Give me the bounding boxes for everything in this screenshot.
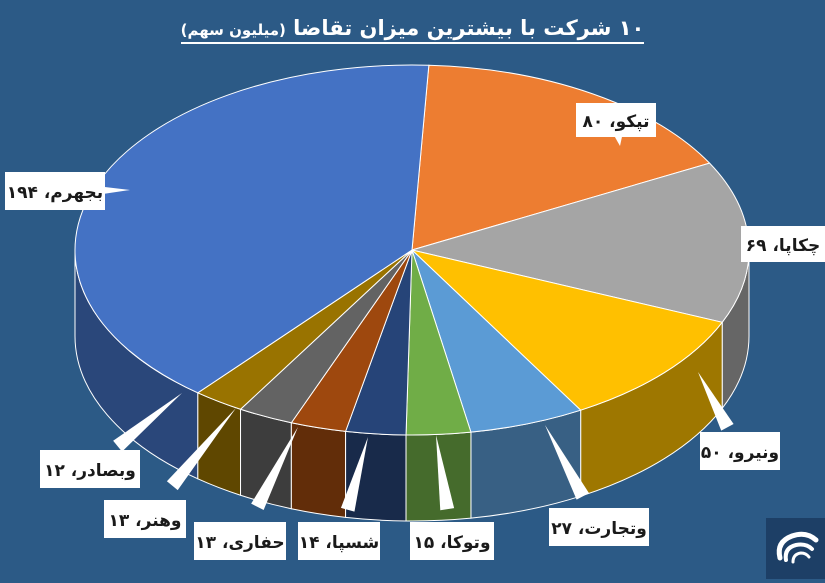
pie-label-0: تپکو، ۸۰ [576, 103, 656, 146]
callout-box-2 [700, 432, 780, 470]
chart-title-text: ۱۰ شرکت با بیشترین میزان تقاضا [293, 16, 645, 40]
callout-pointer-3 [545, 425, 589, 500]
callout-box-0 [576, 103, 656, 137]
data-label-1: چکاپا، ۶۹ [746, 236, 820, 256]
pie-label-9: بجهرم، ۱۹۴ [5, 172, 130, 210]
callout-pointer-7 [166, 408, 236, 491]
brand-logo [766, 518, 825, 579]
pie-sides [74, 249, 750, 522]
data-label-6: حفاری، ۱۳ [195, 533, 284, 553]
callout-box-9 [5, 172, 105, 210]
pie-side-6 [290, 422, 347, 518]
chart-title: ۱۰ شرکت با بیشترین میزان تقاضا (میلیون س… [0, 16, 825, 44]
pie-slice-2 [410, 249, 724, 411]
pie-labels: تپکو، ۸۰ چکاپا، ۶۹ ونیرو، ۵۰ وتجارت، ۲۷ وتوک… [5, 103, 825, 560]
data-label-7: وهنر، ۱۳ [108, 511, 181, 531]
chart-unit-text: (میلیون سهم) [180, 21, 286, 39]
callout-pointer-2 [698, 372, 734, 431]
data-label-9: بجهرم، ۱۹۴ [7, 183, 103, 203]
pie-label-8: وبصادر، ۱۲ [40, 393, 182, 488]
callout-box-8 [40, 450, 140, 488]
callout-box-3 [549, 508, 649, 546]
data-label-4: وتوکا، ۱۵ [413, 533, 490, 553]
callout-box-4 [410, 522, 494, 560]
callout-pointer-8 [113, 393, 182, 452]
pie-label-6: حفاری، ۱۳ [194, 427, 298, 560]
pie-label-7: وهنر، ۱۳ [104, 408, 236, 538]
callout-pointer-5 [340, 437, 368, 512]
callout-box-1 [741, 226, 825, 262]
callout-box-6 [194, 522, 286, 560]
data-label-3: وتجارت، ۲۷ [551, 519, 647, 539]
data-label-2: ونیرو، ۵۰ [701, 443, 779, 463]
pie-label-5: شسپا، ۱۴ [298, 437, 380, 560]
data-label-0: تپکو، ۸۰ [582, 112, 649, 132]
data-label-5: شسپا، ۱۴ [299, 533, 379, 553]
callout-pointer-4 [436, 435, 455, 511]
callout-box-7 [104, 500, 186, 538]
callout-pointer-6 [251, 427, 298, 510]
pie-label-3: وتجارت، ۲۷ [545, 425, 649, 546]
callout-box-5 [298, 522, 380, 560]
pie-label-4: وتوکا، ۱۵ [410, 435, 494, 560]
pie-label-2: ونیرو، ۵۰ [698, 372, 780, 470]
data-label-8: وبصادر، ۱۲ [44, 461, 136, 481]
logo-icon [776, 531, 819, 564]
pie-label-1: چکاپا، ۶۹ [741, 226, 825, 262]
